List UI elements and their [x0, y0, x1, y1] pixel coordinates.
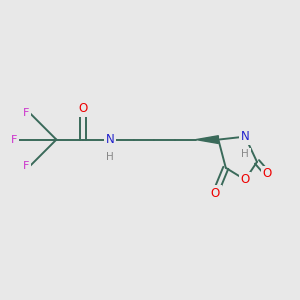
Text: O: O	[79, 102, 88, 115]
Text: O: O	[241, 173, 250, 186]
Text: N: N	[241, 130, 250, 143]
Text: F: F	[23, 161, 30, 171]
Polygon shape	[196, 136, 218, 143]
Text: O: O	[211, 187, 220, 200]
Text: H: H	[106, 152, 114, 162]
Text: F: F	[11, 135, 18, 145]
Text: N: N	[106, 133, 114, 146]
Text: H: H	[241, 149, 249, 160]
Text: O: O	[263, 167, 272, 180]
Text: F: F	[23, 108, 30, 118]
